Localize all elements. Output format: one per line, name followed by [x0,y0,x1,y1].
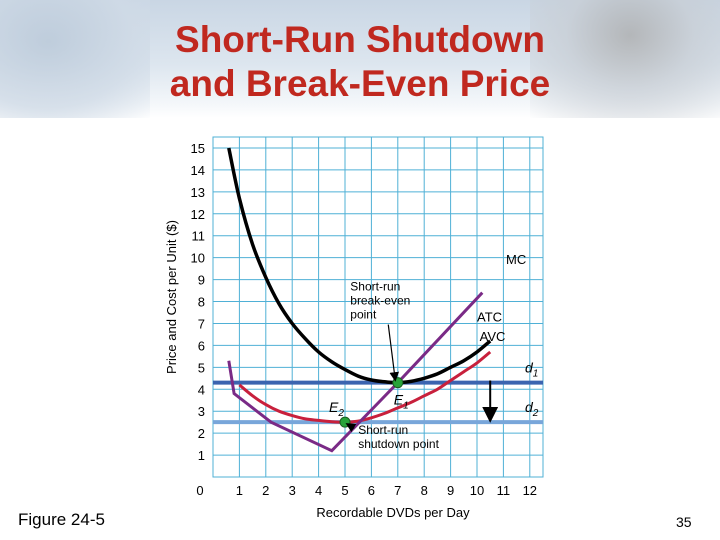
shutdown-arrow [345,423,357,433]
y-axis-label: Price and Cost per Unit ($) [164,220,179,374]
shutdown-annotation: Short-run shutdown point [358,423,439,451]
y-tick-label: 6 [198,338,205,353]
y-tick-label: 1 [198,448,205,463]
atc-label: ATC [477,309,502,324]
x-tick-label: 1 [236,483,243,498]
mc-curve [227,291,484,453]
avc-curve [238,350,492,424]
background-photo-left [0,0,150,118]
y-tick-label: 3 [198,404,205,419]
background-photo-right [530,0,720,118]
atc-curve [227,147,492,385]
mc-label: MC [506,252,526,267]
point-label-e1: E1 [394,392,409,412]
y-tick-label: 12 [191,207,205,222]
y-tick-label: 10 [191,251,205,266]
x-tick-label: 2 [262,483,269,498]
x-tick-label: 0 [196,483,203,498]
x-tick-label: 12 [523,483,537,498]
demand-label-d1: d1 [525,360,538,380]
x-tick-label: 6 [368,483,375,498]
x-tick-label: 7 [394,483,401,498]
y-tick-label: 11 [192,229,206,244]
x-tick-label: 4 [315,483,322,498]
title-line-2: and Break-Even Price [169,63,551,104]
plot-frame [212,136,544,478]
break-even-arrow [387,324,400,382]
x-tick-label: 5 [341,483,348,498]
break-even-annotation: Short-run break-even point [350,280,410,322]
x-tick-label: 11 [497,483,511,498]
x-tick-label: 10 [470,483,484,498]
y-tick-label: 5 [198,360,205,375]
y-tick-label: 15 [191,141,205,156]
figure-label: Figure 24-5 [18,510,105,529]
x-axis-label: Recordable DVDs per Day [316,505,470,520]
y-tick-label: 7 [198,316,205,331]
demand-label-d2: d2 [525,399,539,419]
y-tick-label: 14 [191,163,205,178]
y-tick-label: 13 [191,185,205,200]
header-banner [0,0,720,118]
y-tick-label: 9 [198,273,205,288]
slide-title: Short-Run Shutdown and Break-Even Price [0,18,720,106]
x-tick-label: 3 [289,483,296,498]
point-e1 [392,377,404,389]
y-tick-label: 8 [198,295,205,310]
x-tick-label: 8 [421,483,428,498]
point-label-e2: E2 [329,399,344,419]
x-tick-label: 9 [447,483,454,498]
page-number: 35 [676,514,692,530]
y-tick-label: 2 [198,426,205,441]
y-tick-label: 4 [198,382,205,397]
title-line-1: Short-Run Shutdown [175,19,545,60]
avc-label: AVC [480,329,506,344]
